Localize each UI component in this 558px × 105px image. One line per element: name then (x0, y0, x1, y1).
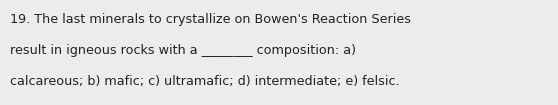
Text: 19. The last minerals to crystallize on Bowen's Reaction Series: 19. The last minerals to crystallize on … (10, 13, 411, 26)
Text: result in igneous rocks with a ________ composition: a): result in igneous rocks with a ________ … (10, 44, 356, 57)
Text: calcareous; b) mafic; c) ultramafic; d) intermediate; e) felsic.: calcareous; b) mafic; c) ultramafic; d) … (10, 75, 400, 88)
